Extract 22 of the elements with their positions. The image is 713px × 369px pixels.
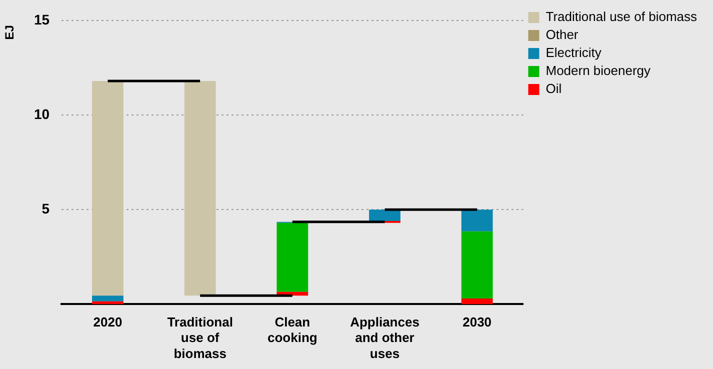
- x-tick-label: 2030: [462, 314, 492, 330]
- bar: [461, 298, 493, 304]
- bar: [184, 80, 216, 296]
- legend-label: Traditional use of biomass: [546, 9, 698, 24]
- legend-label: Oil: [546, 81, 562, 96]
- bar: [461, 231, 493, 299]
- y-tick-label: 10: [34, 106, 50, 122]
- x-tick-label: 2020: [93, 314, 122, 330]
- legend-label: Electricity: [546, 45, 602, 60]
- y-axis-title: EJ: [2, 25, 16, 40]
- bar: [276, 222, 308, 292]
- y-tick-label: 15: [34, 11, 50, 28]
- legend-label: Modern bioenergy: [546, 63, 652, 78]
- bar: [369, 210, 400, 221]
- x-tick-label: Clean cooking: [267, 314, 318, 346]
- bar: [92, 80, 124, 296]
- legend-label: Other: [546, 27, 579, 42]
- y-tick-label: 5: [42, 200, 50, 216]
- x-tick-label: Appliances and other uses: [350, 314, 420, 361]
- bar: [92, 296, 124, 302]
- bar: [461, 210, 493, 232]
- x-tick-label: Traditional use of biomass: [167, 314, 233, 361]
